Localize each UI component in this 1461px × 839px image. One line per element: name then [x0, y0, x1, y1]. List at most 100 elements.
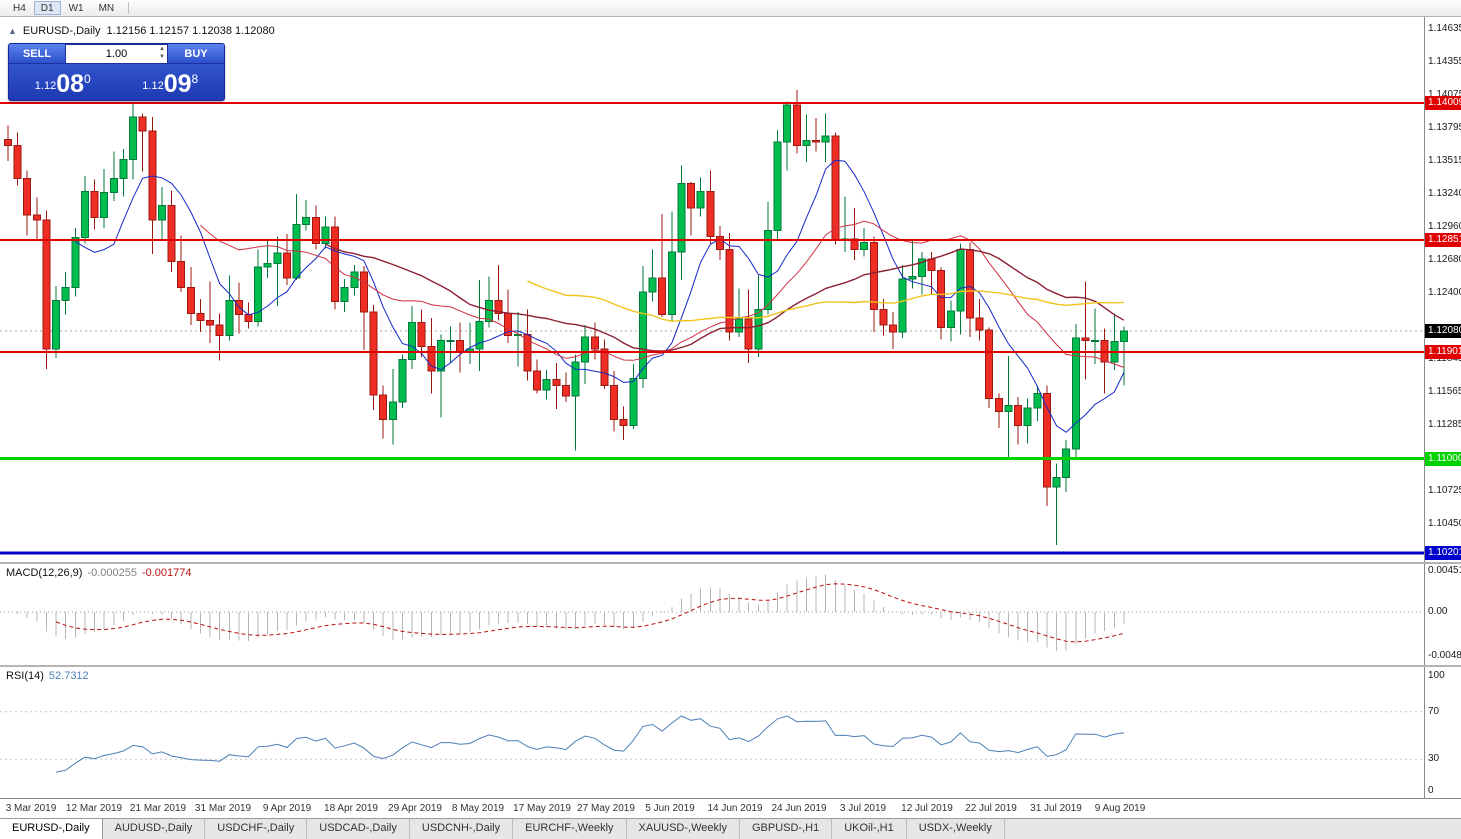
candle [417, 309, 426, 358]
candle [744, 289, 753, 363]
candle [552, 362, 561, 410]
date-label: 18 Apr 2019 [324, 803, 378, 814]
candle [792, 89, 801, 154]
candle [475, 280, 484, 372]
timeframe-mn[interactable]: MN [98, 3, 115, 14]
macd-plot[interactable]: MACD(12,26,9) -0.000255 -0.001774 [0, 564, 1424, 665]
macd-axis[interactable]: 0.004517 0.00 -0.004806 [1424, 564, 1461, 665]
date-label: 5 Jun 2019 [645, 803, 695, 814]
candle [1071, 323, 1080, 458]
timeframe-toolbar: H4 D1 W1 MN [0, 0, 1461, 17]
rsi-axis-label: 30 [1428, 753, 1440, 765]
volume-decrease-icon[interactable]: ▼ [159, 54, 165, 60]
tab-ukoil-h1[interactable]: UKOil-,H1 [832, 819, 907, 839]
candle [100, 169, 109, 229]
date-label: 31 Mar 2019 [194, 803, 252, 814]
date-label: 14 Jun 2019 [707, 803, 763, 814]
rsi-plot[interactable]: RSI(14) 52.7312 [0, 667, 1424, 798]
macd-name: MACD(12,26,9) [6, 567, 83, 579]
candle [715, 225, 724, 261]
price-chart-plot[interactable]: ▲ EURUSD-,Daily 1.12156 1.12157 1.12038 … [0, 17, 1424, 562]
candle [725, 232, 734, 341]
moving-average-8 [75, 159, 1125, 433]
tab-eurusd-daily[interactable]: EURUSD-,Daily [0, 819, 103, 839]
price-axis[interactable]: 1.14635 1.14355 1.14075 1.13795 1.13515 1.132… [1424, 17, 1461, 562]
tab-xauusd-weekly[interactable]: XAUUSD-,Weekly [627, 819, 740, 839]
rsi-value: 52.7312 [48, 670, 89, 682]
price-axis-label: 1.12960 [1428, 220, 1461, 232]
rsi-chart [0, 711, 1424, 773]
sell-price[interactable]: 1.12 08 0 [9, 64, 117, 100]
candle [985, 327, 994, 408]
moving-average-34 [325, 243, 1125, 352]
timeframe-d1[interactable]: D1 [33, 1, 61, 15]
date-label: 9 Apr 2019 [262, 803, 312, 814]
candle [263, 240, 272, 278]
one-click-collapse-icon[interactable]: ▲ [8, 26, 17, 36]
sell-button[interactable]: SELL [9, 44, 65, 64]
candle [1004, 355, 1013, 458]
rsi-axis[interactable]: 100 70 30 0 [1424, 667, 1461, 798]
candle [177, 235, 186, 293]
candle [186, 267, 195, 326]
candle [157, 186, 166, 239]
candle [1091, 308, 1100, 365]
macd-axis-label: 0.00 [1428, 606, 1448, 617]
rsi-label: RSI(14) 52.7312 [6, 670, 89, 682]
pane-splitter[interactable] [0, 562, 1461, 564]
price-axis-label: 1.10450 [1428, 517, 1461, 529]
price-axis-label: 1.13240 [1428, 187, 1461, 199]
tab-usdcnh-daily[interactable]: USDCNH-,Daily [410, 819, 514, 839]
volume-input[interactable]: 1.00 ▲ ▼ [65, 44, 168, 64]
candle [1042, 385, 1051, 506]
candle [436, 334, 445, 418]
macd-main-value: -0.000255 [87, 567, 137, 579]
pane-splitter[interactable] [0, 665, 1461, 667]
chart-ohlc-readout: 1.12156 1.12157 1.12038 1.12080 [106, 25, 275, 37]
tab-eurchf-weekly[interactable]: EURCHF-,Weekly [513, 819, 627, 839]
tab-gbpusd-h1[interactable]: GBPUSD-,H1 [740, 819, 833, 839]
volume-value: 1.00 [105, 48, 128, 60]
candle [119, 148, 128, 197]
timeframe-w1[interactable]: W1 [68, 3, 84, 14]
sell-price-sup: 0 [84, 72, 91, 86]
tab-usdcad-daily[interactable]: USDCAD-,Daily [307, 819, 410, 839]
candle [71, 228, 80, 297]
date-label: 31 Jul 2019 [1030, 803, 1082, 814]
date-label: 24 Jun 2019 [771, 803, 827, 814]
candle [4, 125, 12, 161]
candle [860, 228, 869, 257]
candle [889, 312, 898, 349]
chart-tabs-bar: EURUSD-,Daily AUDUSD-,Daily USDCHF-,Daily U… [0, 818, 1461, 839]
candle [350, 264, 359, 296]
candle [225, 275, 234, 341]
bid-price-badge: 1.12080 [1425, 324, 1461, 339]
buy-price[interactable]: 1.12 09 8 [117, 64, 225, 100]
candle [542, 370, 551, 400]
macd-label: MACD(12,26,9) -0.000255 -0.001774 [6, 567, 192, 579]
candle [398, 354, 407, 408]
volume-increase-icon[interactable]: ▲ [159, 46, 165, 52]
candle [1033, 385, 1042, 421]
candle [302, 199, 311, 231]
price-axis-label: 1.11565 [1428, 385, 1461, 397]
buy-button[interactable]: BUY [168, 44, 224, 64]
tab-usdx-weekly[interactable]: USDX-,Weekly [907, 819, 1005, 839]
price-axis-label: 1.14075 [1428, 89, 1461, 101]
tab-usdchf-daily[interactable]: USDCHF-,Daily [205, 819, 308, 839]
timeframe-h4[interactable]: H4 [13, 3, 26, 14]
candle [1081, 281, 1090, 380]
candle [465, 322, 474, 365]
candle [408, 306, 417, 369]
candle [80, 176, 89, 244]
candle [629, 364, 638, 430]
candle [321, 216, 330, 249]
macd-axis-label: 0.004517 [1428, 564, 1461, 576]
moving-average-55 [527, 280, 1124, 323]
tab-audusd-daily[interactable]: AUDUSD-,Daily [103, 819, 206, 839]
candle [869, 236, 878, 333]
date-label: 17 May 2019 [513, 803, 571, 814]
buy-price-big: 09 [163, 70, 192, 98]
time-axis[interactable]: 3 Mar 2019 12 Mar 2019 21 Mar 2019 31 Mar 2… [0, 798, 1461, 818]
